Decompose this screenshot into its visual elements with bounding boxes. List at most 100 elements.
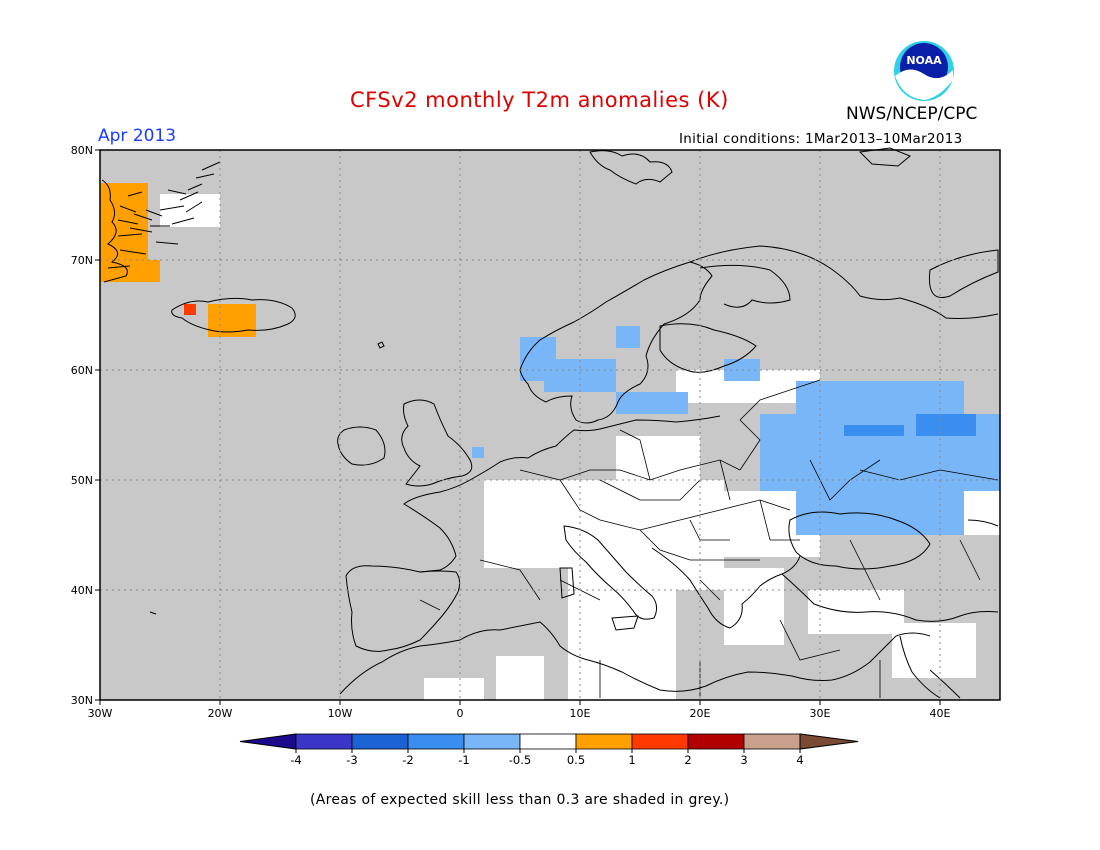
colorbar-tick-label: -3 [346,753,357,767]
caspian-coast [967,519,999,527]
anomaly-region-light-blue [796,381,964,535]
north-africa-coast [339,621,931,695]
coastlines [101,147,999,699]
greenland-fjords [107,161,221,269]
lon-tick-label: 0 [457,707,464,720]
anomaly-region-white [892,623,976,678]
graticule [100,150,1000,700]
colorbar-tick-label: 2 [684,753,691,767]
initial-conditions: Initial conditions: 1Mar2013–10Mar2013 [679,131,963,147]
colorbar-tick-label: -4 [290,753,301,767]
italy-coast [563,525,658,620]
anomaly-region-white [724,491,820,557]
franz-josef [858,147,911,167]
lat-tick-label: 70N [71,254,93,267]
anomaly-region-light-blue [520,337,556,381]
colorbar-above-triangle [799,733,859,750]
anomaly-region-light-blue [616,326,640,348]
colorbar-tick-label: 0.5 [567,753,585,767]
anomaly-region-white [676,370,820,403]
lon-tick-label: 30W [88,707,113,720]
forecast-month: Apr 2013 [98,126,177,146]
colorbar: -4 -3 -2 -1 -0.5 0.5 1 2 3 4 [239,733,859,767]
anomaly-region-light-blue [544,359,616,392]
colorbar-segment [295,733,353,750]
chart-title: CFSv2 monthly T2m anomalies (K) [350,88,729,112]
colorbar-segment [407,733,465,750]
noaa-logo-text: NOAA [906,54,942,67]
anomaly-region-white [424,678,484,700]
anomaly-region-white [616,436,700,480]
colorbar-segment [687,733,745,750]
red-sea-coast [929,669,961,699]
balkans-coast [651,547,801,629]
colorbar-segment [351,733,409,750]
map-frame [99,149,1001,701]
lat-tick-label: 40N [71,584,93,597]
anomaly-regions [100,150,1000,700]
anomaly-region-light-blue [472,447,484,458]
britain-coast [401,399,473,487]
anomaly-region-white [484,480,604,568]
anomaly-region-white [820,491,1000,535]
organization-label: NWS/NCEP/CPC [846,104,978,124]
lon-tick-label: 30E [810,707,831,720]
svalbard-coast [589,150,673,185]
colorbar-tick-label: 3 [740,753,747,767]
colorbar-tick-label: 1 [628,753,635,767]
ireland-coast [337,426,386,466]
colorbar-segment [631,733,689,750]
lat-tick-label: 30N [71,694,93,707]
kola-coast [699,264,791,308]
colorbar-tick-label: 4 [796,753,803,767]
anomaly-region-blue [844,425,904,436]
noaa-logo: NOAA [894,41,954,101]
anomaly-region-white [724,568,784,645]
anomaly-region-orange [100,183,148,282]
skill-mask-background [100,150,1000,700]
colorbar-segment [575,733,633,750]
anomaly-region-white [160,194,220,227]
faroe-islands [377,341,385,349]
anomaly-region-white [604,480,724,590]
anomaly-region-orange [148,260,160,282]
colorbar-tick-label: -2 [402,753,413,767]
france-coast [403,479,471,573]
lon-tick-label: 20W [208,707,233,720]
azores-dash [149,611,157,615]
europe-west-coast [469,415,721,481]
anatolia-coast [781,573,999,622]
colorbar-tick-label: -0.5 [509,753,531,767]
iberia-coast [345,565,461,652]
lon-tick-label: 10W [328,707,353,720]
anomaly-region-red [184,304,196,315]
anomaly-region-light-blue [616,392,688,414]
anomaly-region-light-blue [760,414,1000,491]
sicily-coast [611,615,639,631]
lon-tick-label: 10E [570,707,591,720]
lat-tick-label: 80N [71,144,93,157]
colorbar-segment [743,733,801,750]
black-sea-coast [788,511,931,570]
lon-tick-label: 40E [930,707,951,720]
anomaly-region-light-blue [844,381,904,403]
country-borders [419,379,999,698]
anomaly-region-light-blue [724,359,760,381]
lat-tick-label: 50N [71,474,93,487]
anomaly-region-orange [208,304,256,337]
lat-tick-label: 60N [71,364,93,377]
anomaly-region-white [568,568,676,700]
levant-coast [899,635,941,699]
anomaly-region-blue [916,414,976,436]
colorbar-tick-label: -1 [458,753,469,767]
anomaly-region-white [496,656,544,700]
colorbar-segment [519,733,577,750]
sardinia-coast [559,567,575,599]
scandinavia-coast [519,261,713,424]
colorbar-below-triangle [239,733,297,750]
novaya-zemlya-coast [928,249,999,298]
greenland-coast [101,179,128,283]
iceland-coast [171,297,296,333]
skill-note: (Areas of expected skill less than 0.3 a… [310,792,730,808]
